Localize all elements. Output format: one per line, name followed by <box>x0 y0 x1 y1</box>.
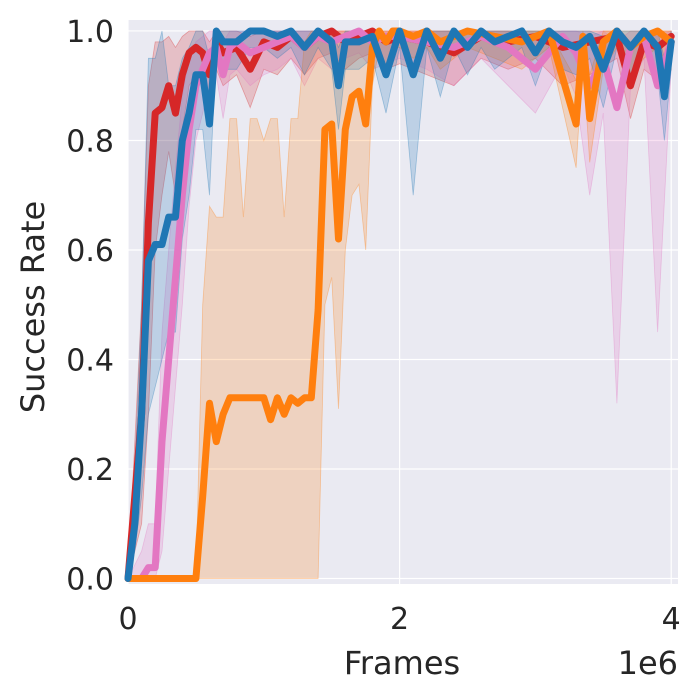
y-tick-label: 0.0 <box>66 563 114 598</box>
y-tick-label: 0.2 <box>66 453 114 488</box>
series-3-line <box>124 27 675 582</box>
y-tick-label: 0.6 <box>66 234 114 269</box>
x-offset-label: 1e6 <box>618 644 678 682</box>
y-axis-label: Success Rate <box>14 201 52 413</box>
series-2-line <box>124 27 675 582</box>
y-tick-label: 0.4 <box>66 343 114 378</box>
series-lines <box>124 27 675 582</box>
x-tick-label: 2 <box>390 602 409 637</box>
x-axis-label: Frames <box>344 644 460 682</box>
y-tick-label: 1.0 <box>66 15 114 50</box>
y-tick-label: 0.8 <box>66 124 114 159</box>
x-tick-label: 4 <box>662 602 681 637</box>
x-tick-label: 0 <box>118 602 137 637</box>
tick-labels: 0.0 0.2 0.4 0.6 0.8 1.0 0 2 4 <box>66 15 680 637</box>
